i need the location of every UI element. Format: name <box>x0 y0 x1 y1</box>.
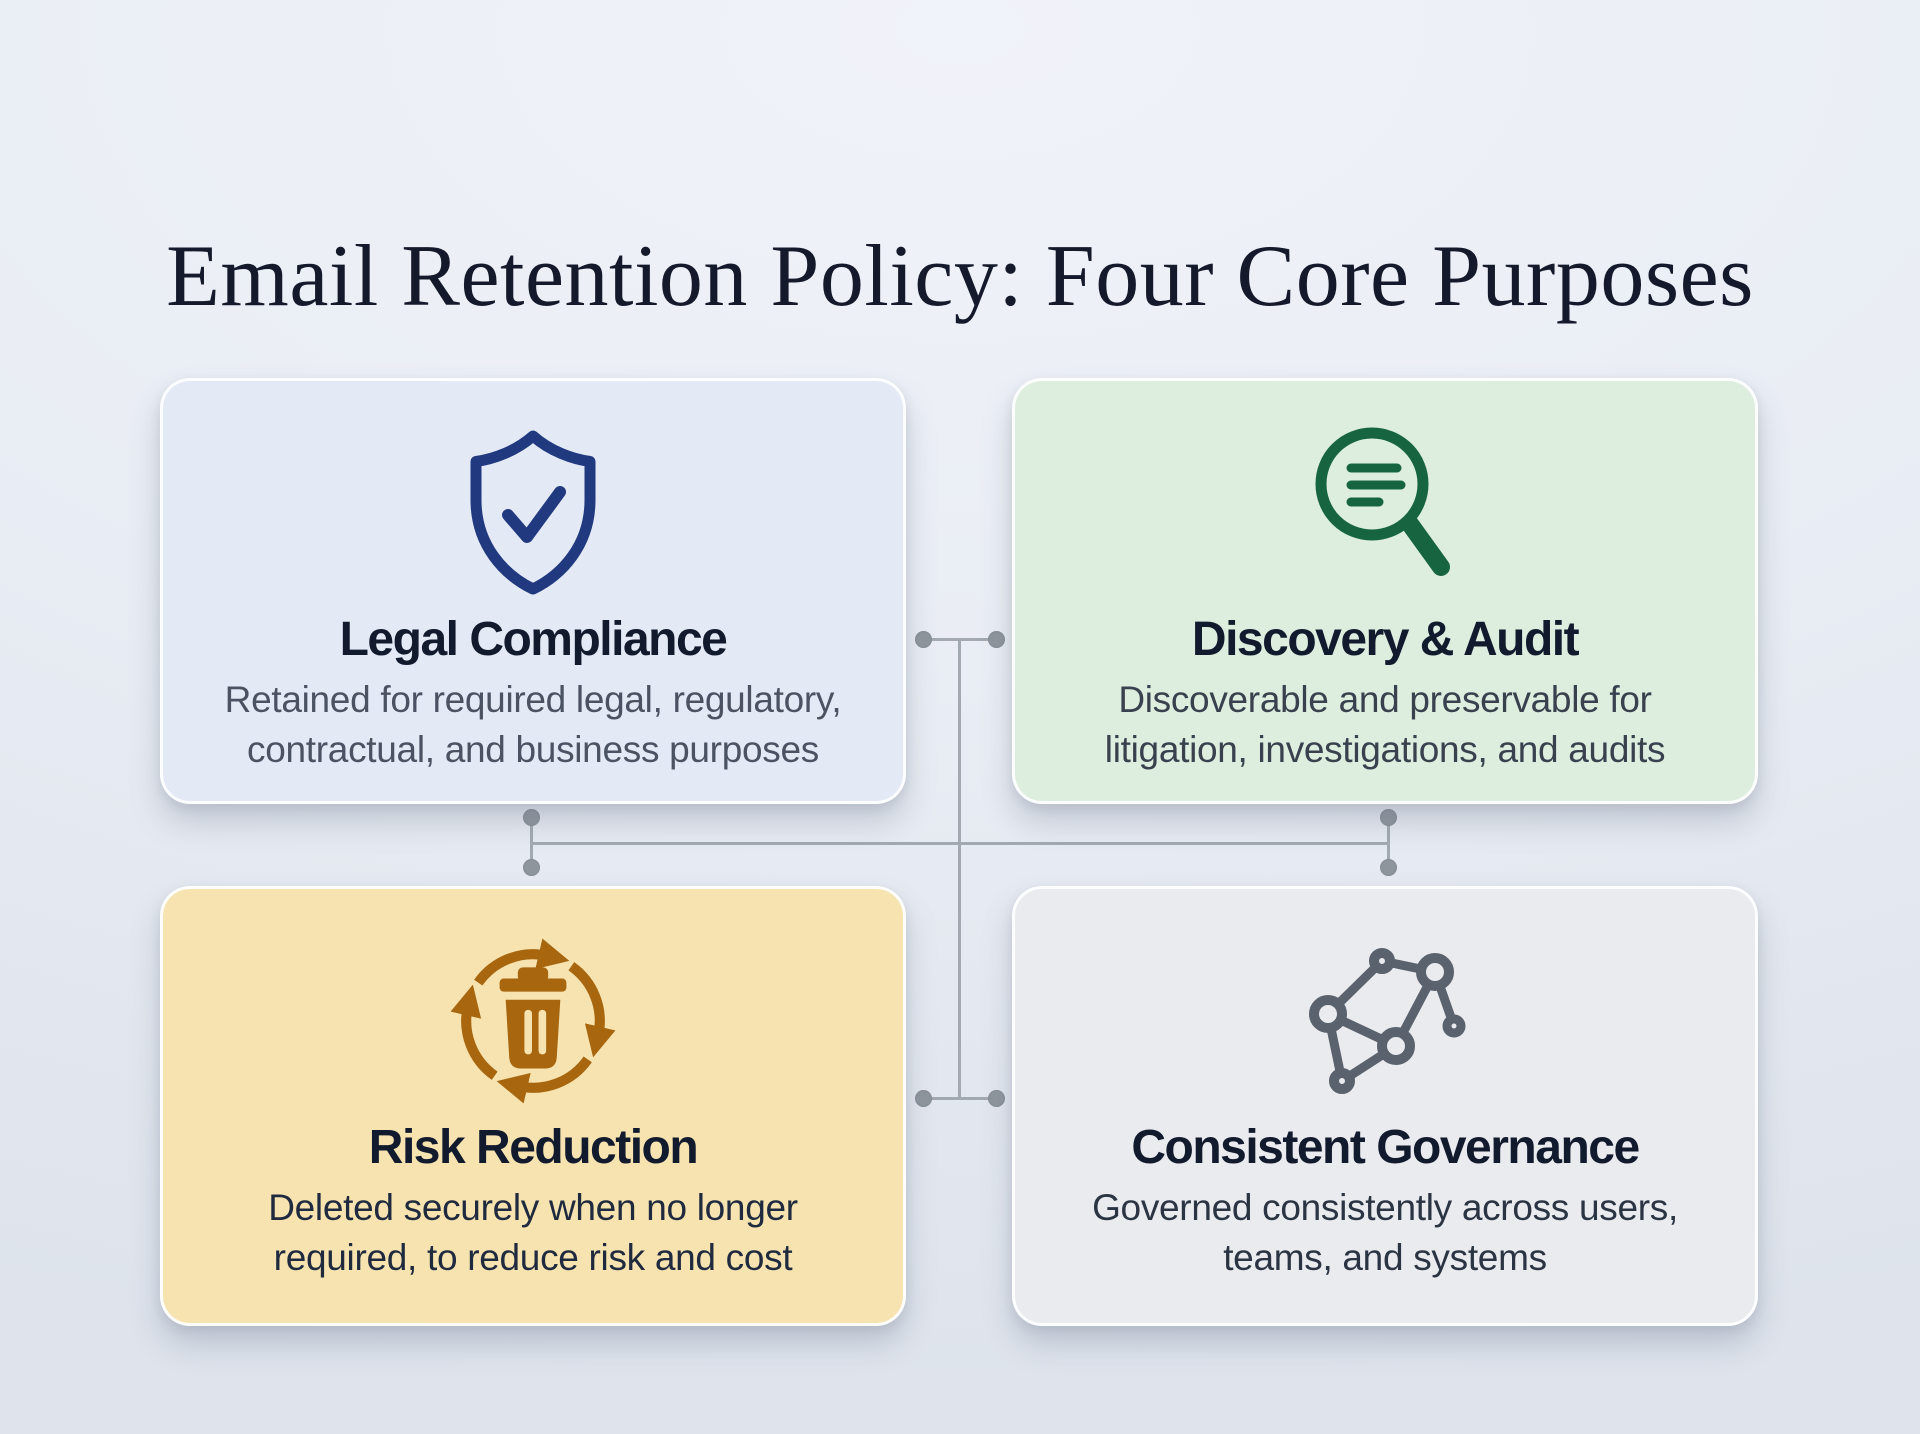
connector-dot <box>523 809 540 826</box>
card-consistent-governance: Consistent Governance Governed consisten… <box>1012 886 1758 1326</box>
card-title: Risk Reduction <box>368 1121 699 1174</box>
card-description: Deleted securely when no longer required… <box>268 1187 798 1278</box>
connector-right-stub <box>1387 818 1390 868</box>
connector-dot <box>523 859 540 876</box>
network-nodes-icon <box>1295 931 1475 1111</box>
magnifier-text-icon <box>1309 423 1461 603</box>
card-description: Discoverable and preservable for litigat… <box>1104 679 1666 770</box>
connector-top-stub <box>923 638 996 641</box>
connector-dot <box>988 631 1005 648</box>
card-title: Legal Compliance <box>339 613 728 666</box>
trash-recycle-icon <box>447 931 619 1111</box>
connector-long-horizontal <box>532 842 1389 845</box>
card-discovery-audit: Discovery & Audit Discoverable and prese… <box>1012 378 1758 804</box>
card-legal-compliance: Legal Compliance Retained for required l… <box>160 378 906 804</box>
connector-center-vertical <box>958 640 961 1099</box>
connector-dot <box>1380 809 1397 826</box>
connector-dot <box>988 1090 1005 1107</box>
page-title: Email Retention Policy: Four Core Purpos… <box>166 227 1754 325</box>
connector-bottom-stub <box>923 1097 996 1100</box>
connector-left-stub <box>530 818 533 868</box>
card-risk-reduction: Risk Reduction Deleted securely when no … <box>160 886 906 1326</box>
connector-dot <box>915 1090 932 1107</box>
card-title: Consistent Governance <box>1131 1121 1640 1174</box>
card-title: Discovery & Audit <box>1191 613 1580 666</box>
connector-dot <box>1380 859 1397 876</box>
card-description: Governed consistently across users, team… <box>1092 1187 1678 1278</box>
shield-check-icon <box>463 423 603 603</box>
connector-dot <box>915 631 932 648</box>
card-description: Retained for required legal, regulatory,… <box>224 679 842 770</box>
